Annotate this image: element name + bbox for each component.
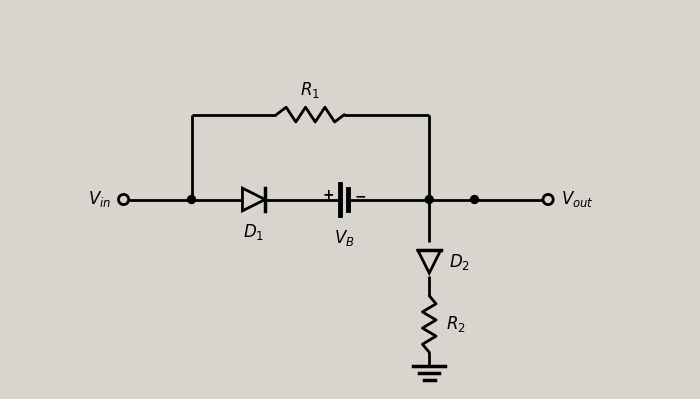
Text: −: − [355,190,367,203]
Text: $D_1$: $D_1$ [243,222,265,242]
Text: +: + [322,188,334,202]
Text: $R_2$: $R_2$ [446,314,466,334]
Text: $V_B$: $V_B$ [334,228,355,248]
Text: $R_1$: $R_1$ [300,81,321,101]
Text: $V_{in}$: $V_{in}$ [88,190,111,209]
Circle shape [188,196,195,203]
Text: $D_2$: $D_2$ [449,252,470,272]
Circle shape [470,196,479,203]
Text: $V_{out}$: $V_{out}$ [561,190,594,209]
Circle shape [426,196,433,203]
